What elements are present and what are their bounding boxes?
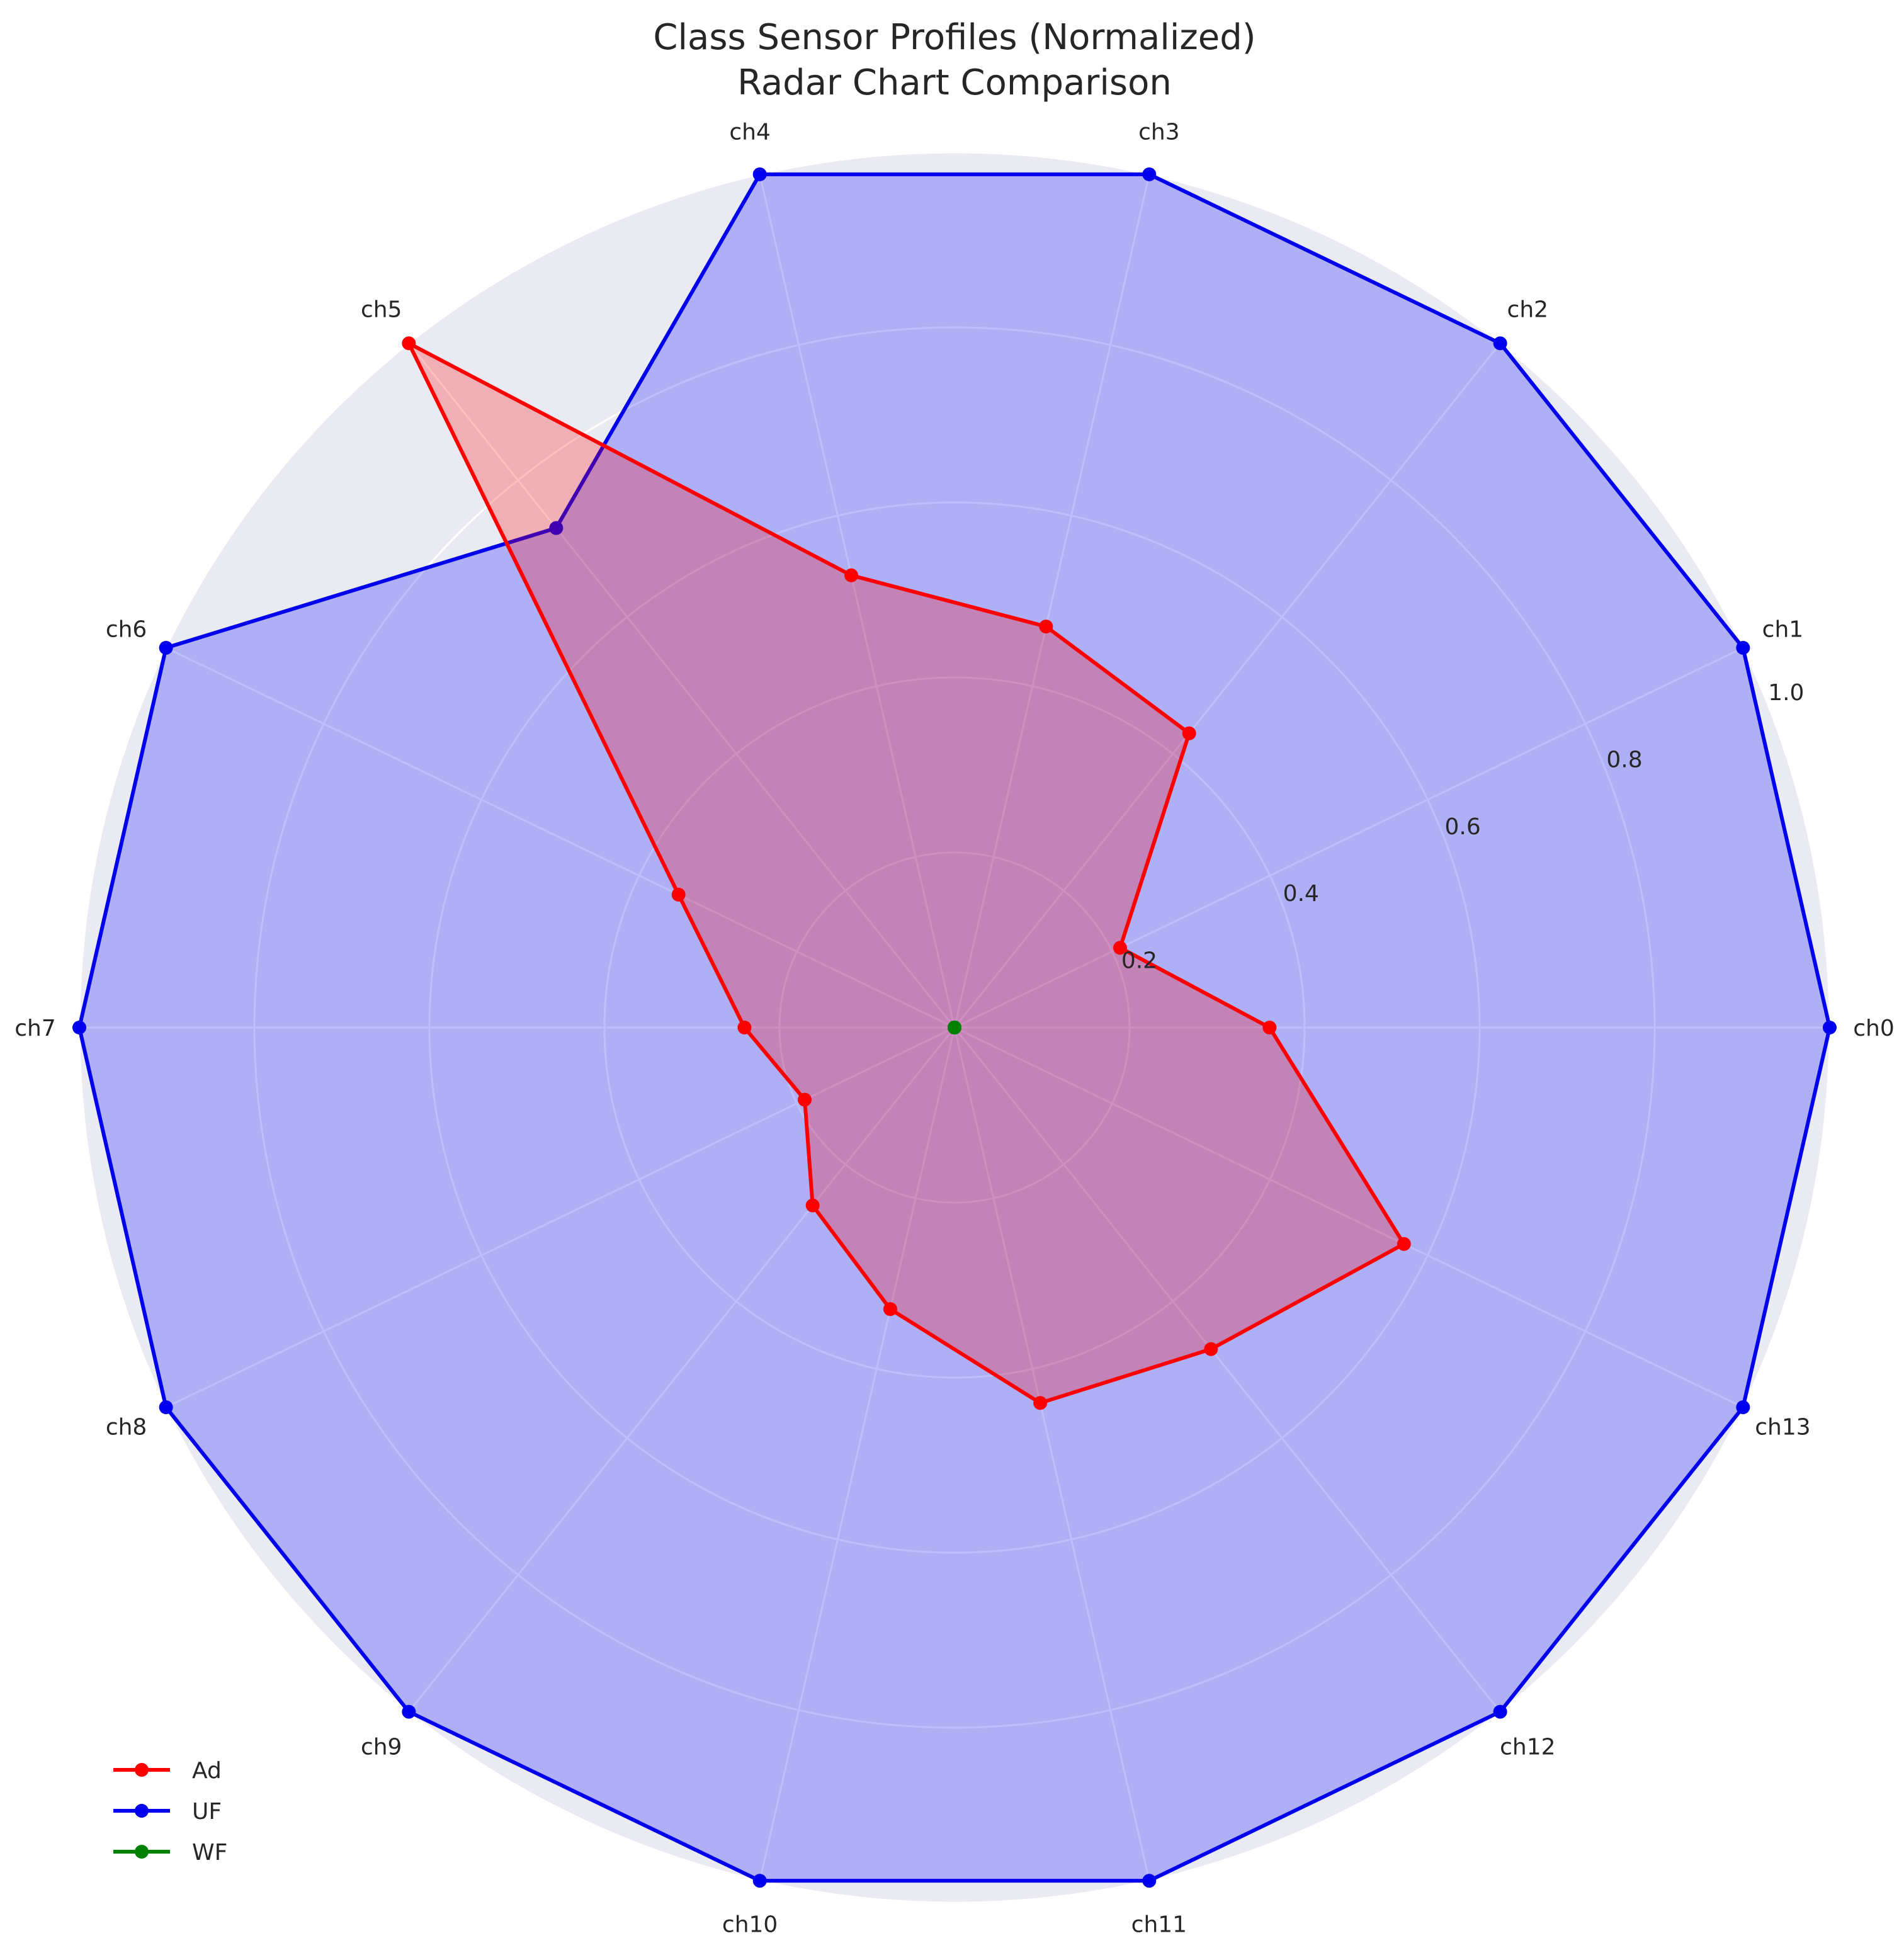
data-point-ad-ch7 xyxy=(737,1021,752,1034)
category-label-ch8: ch8 xyxy=(106,1414,147,1440)
data-point-uf-ch4 xyxy=(752,167,767,181)
category-label-ch7: ch7 xyxy=(14,1016,56,1041)
legend-item-ad: Ad xyxy=(113,1758,222,1784)
legend-marker xyxy=(135,1763,149,1777)
category-labels: ch0 ch1 ch2 ch3 ch4 ch5 ch6 ch7 ch8 ch9 ch10 ch11 ch… xyxy=(14,120,1895,1938)
legend-marker xyxy=(135,1804,149,1818)
data-point-uf-ch2 xyxy=(1493,336,1507,351)
legend-label: WF xyxy=(192,1840,227,1866)
radial-tick-labels: 0.2 0.4 0.6 0.8 1.0 xyxy=(1121,680,1805,974)
category-label-ch3: ch3 xyxy=(1138,120,1180,145)
category-label-ch13: ch13 xyxy=(1755,1414,1810,1440)
grid-spoke xyxy=(953,1027,1150,1881)
data-point-uf-ch7 xyxy=(72,1021,86,1034)
data-point-wf-ch13 xyxy=(948,1021,961,1034)
chart-title-line1: Class Sensor Profiles (Normalized) xyxy=(653,17,1255,58)
grid-spoke xyxy=(953,174,1150,1028)
category-label-ch6: ch6 xyxy=(106,617,147,643)
data-point-uf-ch9 xyxy=(402,1704,416,1719)
data-point-ad-ch2 xyxy=(1182,726,1196,740)
data-point-ad-ch11 xyxy=(1033,1396,1048,1410)
data-point-ad-ch13 xyxy=(1397,1237,1411,1251)
grid-spoke xyxy=(954,647,1743,1029)
legend: Ad UF WF xyxy=(113,1758,227,1866)
legend-item-uf: UF xyxy=(113,1799,222,1825)
data-point-uf-ch6 xyxy=(159,640,173,655)
data-point-uf-ch10 xyxy=(752,1874,767,1888)
legend-marker xyxy=(135,1845,149,1859)
series-wf xyxy=(948,1021,961,1034)
data-point-uf-ch0 xyxy=(1823,1021,1837,1034)
data-point-ad-ch10 xyxy=(883,1302,897,1317)
data-point-uf-ch3 xyxy=(1142,167,1157,181)
legend-label: Ad xyxy=(192,1758,222,1784)
data-point-ad-ch12 xyxy=(1204,1342,1218,1356)
data-point-ad-ch4 xyxy=(844,568,859,582)
data-point-ad-ch6 xyxy=(671,887,686,902)
grid-spoke xyxy=(759,174,956,1028)
grid-spoke xyxy=(408,1027,956,1713)
data-point-ad-ch1 xyxy=(1113,941,1127,955)
data-point-ad-ch5 xyxy=(402,336,416,351)
category-label-ch2: ch2 xyxy=(1507,297,1549,323)
series-ad xyxy=(402,336,1411,1410)
data-point-ad-ch8 xyxy=(798,1092,812,1107)
grid-spoke xyxy=(759,1027,956,1881)
radial-tick-label: 0.8 xyxy=(1606,747,1642,773)
grid-spoke xyxy=(408,343,956,1028)
series-layer xyxy=(72,167,1837,1888)
data-point-uf-ch8 xyxy=(159,1400,173,1415)
data-point-uf-ch13 xyxy=(1736,1400,1750,1415)
data-point-ad-ch0 xyxy=(1262,1021,1277,1034)
data-point-ad-ch9 xyxy=(805,1198,820,1213)
radial-tick-label: 1.0 xyxy=(1768,680,1804,706)
radial-tick-label: 0.6 xyxy=(1445,814,1481,840)
chart-title-line2: Radar Chart Comparison xyxy=(737,62,1172,103)
grid-spoke xyxy=(166,647,955,1029)
grid-spoke xyxy=(953,343,1501,1028)
category-label-ch1: ch1 xyxy=(1762,617,1804,643)
legend-label: UF xyxy=(192,1799,222,1825)
category-label-ch11: ch11 xyxy=(1131,1912,1187,1937)
category-label-ch12: ch12 xyxy=(1500,1734,1555,1760)
radial-tick-label: 0.2 xyxy=(1121,948,1157,974)
data-point-ad-ch3 xyxy=(1039,620,1053,634)
data-point-uf-ch12 xyxy=(1493,1704,1507,1719)
grid-spoke xyxy=(166,1026,955,1408)
polar-grid xyxy=(78,151,1831,1904)
legend-item-wf: WF xyxy=(113,1840,227,1866)
category-label-ch10: ch10 xyxy=(722,1912,778,1937)
category-label-ch5: ch5 xyxy=(361,297,402,323)
category-label-ch4: ch4 xyxy=(729,120,771,145)
radial-tick-label: 0.4 xyxy=(1283,881,1319,907)
data-point-uf-ch1 xyxy=(1736,640,1750,655)
data-point-uf-ch11 xyxy=(1142,1874,1157,1888)
category-label-ch9: ch9 xyxy=(361,1734,402,1760)
series-fill-ad xyxy=(409,343,1404,1403)
category-label-ch0: ch0 xyxy=(1853,1016,1895,1041)
grid-spoke xyxy=(953,1027,1501,1713)
data-point-uf-ch5 xyxy=(549,521,564,535)
grid-spoke xyxy=(954,1026,1743,1408)
